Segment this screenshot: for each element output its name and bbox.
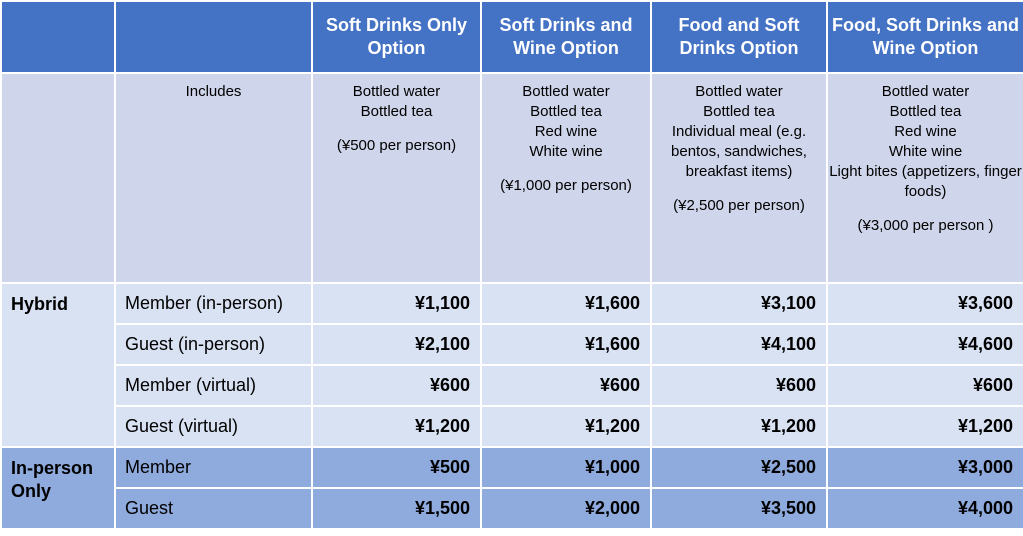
- price-cell: ¥2,000: [480, 487, 652, 530]
- header-cell-empty: [114, 0, 313, 74]
- price-cell: ¥3,600: [826, 282, 1023, 325]
- includes-cell: Bottled water Bottled tea Red wine White…: [480, 72, 652, 284]
- price-cell: ¥600: [650, 364, 828, 407]
- price-cell: ¥3,500: [650, 487, 828, 530]
- price-cell: ¥1,200: [826, 405, 1023, 448]
- table-row: Guest ¥1,500 ¥2,000 ¥3,500 ¥4,000: [1, 487, 1023, 530]
- price-cell: ¥2,100: [311, 323, 482, 366]
- row-label: Guest: [114, 487, 313, 530]
- price-cell: ¥2,500: [650, 446, 828, 489]
- price-cell: ¥3,100: [650, 282, 828, 325]
- includes-items: Bottled water Bottled tea Red wine White…: [829, 83, 1022, 200]
- row-label: Guest (in-person): [114, 323, 313, 366]
- includes-cell: Bottled water Bottled tea (¥500 per pers…: [311, 72, 482, 284]
- price-cell: ¥1,500: [311, 487, 482, 530]
- row-label: Member: [114, 446, 313, 489]
- price-cell: ¥600: [826, 364, 1023, 407]
- price-cell: ¥4,600: [826, 323, 1023, 366]
- includes-price-note: (¥2,500 per person): [673, 197, 805, 214]
- price-cell: ¥1,200: [480, 405, 652, 448]
- includes-empty-cell: [0, 72, 116, 284]
- includes-cell: Bottled water Bottled tea Individual mea…: [650, 72, 828, 284]
- row-label: Member (in-person): [114, 282, 313, 325]
- header-food-soft-drinks: Food and Soft Drinks Option: [650, 0, 828, 74]
- includes-items: Bottled water Bottled tea: [352, 83, 441, 120]
- group-label-in-person-only: In-person Only: [0, 446, 116, 530]
- table-row: Member (virtual) ¥600 ¥600 ¥600 ¥600: [1, 364, 1023, 407]
- price-cell: ¥4,100: [650, 323, 828, 366]
- header-food-soft-drinks-wine: Food, Soft Drinks and Wine Option: [826, 0, 1023, 74]
- price-cell: ¥3,000: [826, 446, 1023, 489]
- includes-row: Includes Bottled water Bottled tea (¥500…: [0, 72, 1023, 284]
- includes-price-note: (¥1,000 per person): [500, 177, 632, 194]
- price-cell: ¥4,000: [826, 487, 1023, 530]
- includes-price-note: (¥3,000 per person ): [857, 217, 994, 234]
- price-cell: ¥1,200: [650, 405, 828, 448]
- header-soft-drinks-wine: Soft Drinks and Wine Option: [480, 0, 652, 74]
- table-row: Guest (virtual) ¥1,200 ¥1,200 ¥1,200 ¥1,…: [1, 405, 1023, 448]
- header-row: Soft Drinks Only Option Soft Drinks and …: [0, 0, 1023, 74]
- price-cell: ¥600: [311, 364, 482, 407]
- includes-items: Bottled water Bottled tea Individual mea…: [671, 83, 807, 180]
- table-row: Guest (in-person) ¥2,100 ¥1,600 ¥4,100 ¥…: [1, 323, 1023, 366]
- header-soft-drinks-only: Soft Drinks Only Option: [311, 0, 482, 74]
- price-cell: ¥1,100: [311, 282, 482, 325]
- price-cell: ¥1,200: [311, 405, 482, 448]
- group-label-hybrid: Hybrid: [0, 282, 116, 448]
- includes-items: Bottled water Bottled tea Red wine White…: [522, 83, 610, 160]
- includes-price-note: (¥500 per person): [336, 137, 457, 154]
- price-cell: ¥1,000: [480, 446, 652, 489]
- table-row: In-person Only Member ¥500 ¥1,000 ¥2,500…: [0, 446, 1023, 530]
- price-cell: ¥1,600: [480, 282, 652, 325]
- includes-cell: Bottled water Bottled tea Red wine White…: [826, 72, 1023, 284]
- price-cell: ¥1,600: [480, 323, 652, 366]
- includes-label: Includes: [114, 72, 313, 284]
- table-row: Hybrid Member (in-person) ¥1,100 ¥1,600 …: [0, 282, 1023, 448]
- row-label: Guest (virtual): [114, 405, 313, 448]
- price-cell: ¥600: [480, 364, 652, 407]
- price-cell: ¥500: [311, 446, 482, 489]
- header-cell-empty: [0, 0, 116, 74]
- row-label: Member (virtual): [114, 364, 313, 407]
